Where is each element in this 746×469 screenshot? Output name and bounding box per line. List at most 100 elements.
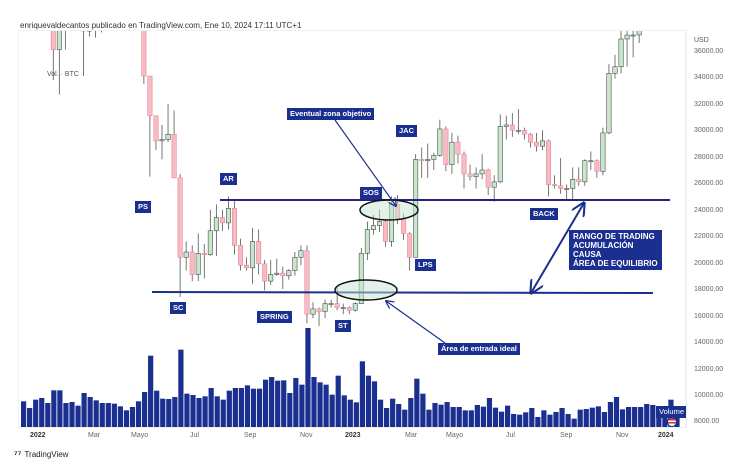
volume-bar <box>69 402 75 427</box>
candle-body <box>576 178 582 183</box>
volume-bar <box>287 393 293 427</box>
candle <box>64 31 66 50</box>
candle <box>189 245 195 282</box>
candle <box>207 209 213 256</box>
candle <box>491 175 497 202</box>
candle <box>558 158 564 194</box>
volume-bar <box>632 407 638 427</box>
volume-bar <box>450 407 456 427</box>
volume-bar <box>517 414 523 427</box>
candle <box>101 31 102 33</box>
price-tick: 32000.00 <box>694 100 724 108</box>
range-line: ÁREA DE EQUILIBRIO <box>573 259 658 268</box>
volume-bar <box>650 405 656 427</box>
candle-body <box>256 241 262 265</box>
label-lps: LPS <box>415 259 436 271</box>
volume-label[interactable]: Volume <box>656 406 688 418</box>
candle <box>521 127 527 140</box>
price-tick: 18000.00 <box>694 286 724 294</box>
volume-bar <box>583 409 589 427</box>
price-chart[interactable]: Vol. · BTC <box>18 30 686 428</box>
candle-body <box>473 173 479 177</box>
volume-bar <box>63 403 69 427</box>
volume-bar <box>589 407 595 427</box>
volume-bar <box>196 398 202 427</box>
candle-body <box>540 140 545 147</box>
candle-body <box>340 307 346 309</box>
candle-body <box>485 169 491 188</box>
candle-body <box>521 130 527 135</box>
volume-bar <box>408 398 414 427</box>
candle-body <box>383 221 388 242</box>
candle-body <box>50 31 56 50</box>
volume-bar <box>81 393 87 427</box>
candle-body <box>413 159 419 258</box>
candle <box>376 209 382 233</box>
candle-body <box>376 221 382 226</box>
volume-bar <box>511 414 517 427</box>
volume-bar <box>135 401 142 427</box>
volume-bar <box>420 393 426 427</box>
volume-bar <box>559 408 565 427</box>
volume-bar <box>39 398 45 427</box>
candle-body <box>201 253 207 255</box>
candle <box>292 251 298 276</box>
candle-body <box>298 250 304 258</box>
candle <box>304 245 310 324</box>
volume-bar <box>93 400 99 427</box>
candle-body <box>503 124 509 127</box>
candle <box>419 147 425 178</box>
candle-body <box>437 128 443 156</box>
candle <box>370 214 376 235</box>
candle <box>479 154 485 180</box>
candle <box>395 195 401 225</box>
trading-range-box: RANGO DE TRADING ACUMULACIÓN CAUSA ÁREA … <box>569 230 662 270</box>
candle-body <box>177 177 183 258</box>
candle-body <box>497 126 503 183</box>
candle-body <box>552 184 558 187</box>
volume-bar <box>184 393 190 427</box>
candle <box>334 286 340 311</box>
candle-body <box>431 155 437 160</box>
range-line: RANGO DE TRADING <box>573 232 655 241</box>
candle <box>274 258 280 276</box>
candle-body <box>370 225 376 230</box>
candle-body <box>515 130 521 132</box>
candle <box>515 109 521 135</box>
volume-bar <box>214 396 220 427</box>
candle-body <box>534 141 539 147</box>
candle <box>238 238 243 271</box>
candle-body <box>491 181 497 188</box>
candle <box>582 159 588 186</box>
candle-body <box>274 272 280 275</box>
candle <box>147 75 153 177</box>
tradingview-brand[interactable]: ⁷⁷ TradingView <box>14 449 68 459</box>
currency-label[interactable]: USD <box>692 36 711 45</box>
volume-bar <box>384 408 390 427</box>
candle <box>600 127 606 176</box>
volume-bar <box>444 402 450 427</box>
price-axis[interactable] <box>686 30 746 428</box>
volume-bar <box>202 396 208 427</box>
us-flag-icon <box>667 417 677 427</box>
label-ar: AR <box>220 173 237 185</box>
candle-body <box>334 303 340 308</box>
price-tick: 24000.00 <box>694 206 724 214</box>
candle <box>159 124 165 160</box>
candle <box>546 139 552 197</box>
volume-bar <box>571 418 577 427</box>
volume-bar <box>529 408 535 427</box>
volume-bar <box>535 417 541 427</box>
tradingview-logo-icon: ⁷⁷ <box>14 449 22 459</box>
price-tick: 14000.00 <box>694 339 724 347</box>
volume-bar <box>160 398 166 427</box>
candle <box>165 103 171 143</box>
volume-bar <box>438 404 444 427</box>
candle-body <box>232 208 237 246</box>
candle <box>449 132 455 174</box>
candle <box>213 204 219 256</box>
volume-bar <box>565 414 571 427</box>
candle-body <box>624 34 630 40</box>
volume-bar <box>498 411 505 427</box>
candle <box>262 259 268 291</box>
